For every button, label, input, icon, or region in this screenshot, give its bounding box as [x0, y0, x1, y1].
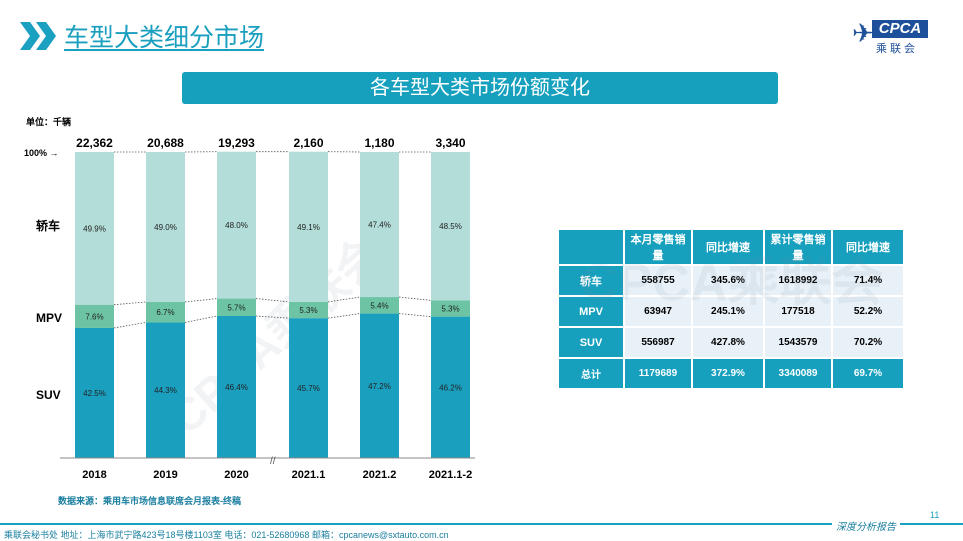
data-label: 48.0%	[225, 221, 248, 230]
connector-line	[327, 296, 361, 303]
data-label: 48.5%	[439, 222, 462, 231]
data-label: 6.7%	[156, 308, 174, 317]
bar-SUV	[360, 313, 399, 458]
x-tick-label: 2021.2	[363, 469, 397, 481]
bar-SUV	[146, 322, 185, 458]
section-banner: 各车型大类市场份额变化	[182, 72, 778, 104]
data-label: 5.7%	[227, 303, 245, 312]
cpca-logo: ✈ CPCA 乘联会	[850, 18, 950, 55]
bar-SUV	[431, 316, 470, 458]
x-tick-label: 2018	[82, 469, 106, 481]
bar-MPV	[431, 300, 470, 317]
page-number: 11	[930, 510, 940, 520]
connector-line	[327, 313, 361, 319]
chevron-icon	[20, 22, 56, 50]
bar-轿车	[146, 152, 185, 302]
bar-轿车	[289, 151, 328, 302]
data-label: 49.0%	[154, 223, 177, 232]
total-label: 19,293	[218, 136, 255, 150]
unit-label: 单位：千辆	[26, 117, 72, 127]
x-tick-label: 2021.1-2	[429, 469, 472, 481]
data-source: 数据来源：乘用车市场信息联席会月报表-终稿	[58, 496, 241, 506]
data-label: 45.7%	[297, 384, 320, 393]
total-label: 22,362	[76, 136, 113, 150]
legend-label: 轿车	[36, 218, 60, 233]
table-row: SUV 556987 427.8% 1543579 70.2%	[559, 328, 903, 357]
connector-line	[398, 313, 432, 318]
bar-轿车	[75, 152, 114, 305]
connector-line	[255, 315, 290, 319]
bar-SUV	[217, 316, 256, 458]
table-row: MPV 63947 245.1% 177518 52.2%	[559, 297, 903, 326]
data-label: 46.2%	[439, 383, 462, 392]
data-label: 49.9%	[83, 224, 106, 233]
connector-line	[255, 298, 290, 303]
legend-label: SUV	[36, 388, 61, 402]
data-label: 5.3%	[299, 306, 317, 315]
bar-MPV	[289, 301, 328, 319]
bar-轿车	[217, 151, 256, 299]
data-label: 5.3%	[441, 305, 459, 314]
total-label: 20,688	[147, 136, 184, 150]
bar-SUV	[75, 327, 114, 458]
x-tick-label: 2019	[153, 469, 177, 481]
footer-tag: 深度分析报告	[832, 518, 900, 533]
bar-轿车	[360, 152, 399, 298]
footer: 乘联会秘书处 地址：上海市武宁路423号18号楼1103室 电话：021-526…	[0, 523, 963, 541]
data-label: 47.4%	[368, 221, 391, 230]
connector-line	[184, 315, 218, 323]
data-label: 5.4%	[370, 301, 388, 310]
total-label: 3,340	[435, 136, 465, 150]
stacked-bar-chart: 42.5% 7.6% 49.9% 22,362 2018 44.3% 6.7% 49.0% 20…	[24, 136, 475, 481]
data-label: 47.2%	[368, 382, 391, 391]
total-label: 1,180	[364, 136, 394, 150]
x-tick-label: 2021.1	[292, 469, 326, 481]
sales-table: 本月零售销量 同比增速 累计零售销量 同比增速 轿车 558755 345.6% 16189…	[557, 228, 905, 390]
total-label: 2,160	[293, 136, 323, 150]
bar-MPV	[217, 298, 256, 317]
page-title: 车型大类细分市场	[64, 24, 265, 52]
axis-break: //	[270, 456, 276, 467]
bar-MPV	[75, 304, 114, 328]
connector-line	[184, 298, 218, 303]
bar-SUV	[289, 318, 328, 458]
hundred-label: 100% →	[24, 148, 59, 158]
bar-MPV	[146, 301, 185, 323]
bar-轿车	[431, 152, 470, 301]
data-label: 46.4%	[225, 383, 248, 392]
bar-MPV	[360, 297, 399, 314]
x-tick-label: 2020	[224, 469, 248, 481]
legend-label: MPV	[36, 311, 62, 325]
data-label: 49.1%	[297, 223, 320, 232]
data-label: 7.6%	[85, 312, 103, 321]
connector-line	[398, 296, 432, 301]
table-row: 轿车 558755 345.6% 1618992 71.4%	[559, 266, 903, 295]
connector-line	[113, 301, 147, 306]
data-label: 42.5%	[83, 389, 106, 398]
connector-line	[113, 322, 147, 329]
data-label: 44.3%	[154, 386, 177, 395]
table-total-row: 总计 1179689 372.9% 3340089 69.7%	[559, 359, 903, 388]
